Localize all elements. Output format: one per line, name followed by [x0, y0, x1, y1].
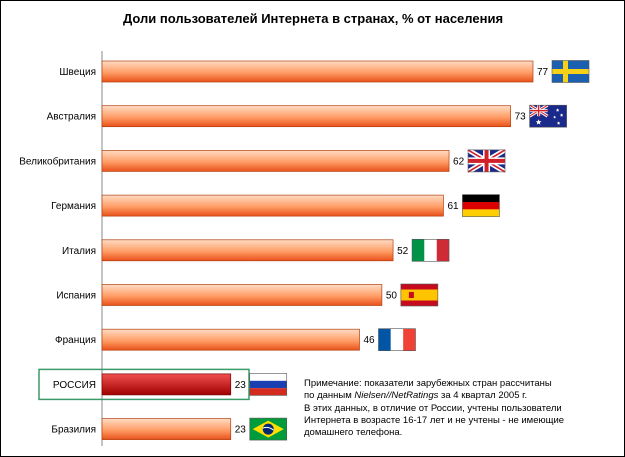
category-label: Великобритания — [19, 155, 96, 167]
bar — [101, 150, 450, 172]
value-label: 23 — [235, 425, 247, 436]
category-label: Испания — [56, 291, 96, 302]
category-label: Франция — [55, 335, 96, 346]
category-label: Бразилия — [51, 425, 96, 436]
category-label: Австралия — [47, 112, 96, 123]
chart-note: Примечание: показатели зарубежных стран … — [304, 378, 604, 439]
value-label: 73 — [515, 112, 527, 123]
value-label: 62 — [453, 156, 465, 167]
australia-flag — [528, 103, 567, 128]
chart-title: Доли пользователей Интернета в странах, … — [123, 11, 503, 26]
brazil-flag — [249, 417, 288, 441]
value-label: 23 — [235, 380, 247, 391]
italy-flag — [411, 239, 450, 262]
highlight-box — [38, 368, 250, 401]
note-source: Nielsen//NetRatings — [354, 390, 439, 402]
note-line-2: по данным Nielsen//NetRatings за 4 кварт… — [304, 390, 604, 402]
bar — [101, 194, 444, 217]
bar — [101, 418, 232, 440]
category-label: Швеция — [59, 67, 96, 78]
france-flag — [378, 328, 416, 352]
note-line-5: домашнего телефона. — [304, 427, 403, 439]
value-label: 77 — [537, 67, 549, 78]
value-label: 46 — [363, 335, 375, 346]
note-line-1: Примечание: показатели зарубежных стран … — [304, 378, 552, 389]
bar — [101, 60, 534, 83]
category-label: РОССИЯ — [53, 380, 96, 391]
value-label: 61 — [447, 201, 459, 212]
uk-flag — [466, 147, 507, 175]
note-line-2-prefix: по данным — [304, 390, 355, 402]
germany-flag — [462, 194, 500, 217]
bar — [101, 284, 383, 306]
category-label: Германия — [51, 201, 96, 212]
note-line-4: Интернета в возрасте 16-17 лет и не учте… — [304, 414, 565, 426]
spain-flag — [400, 283, 439, 307]
russia-flag — [249, 373, 288, 396]
value-label: 52 — [397, 246, 409, 257]
category-label: Италия — [62, 246, 96, 257]
value-label: 50 — [386, 291, 398, 302]
bar — [101, 105, 511, 128]
sweden-flag — [551, 60, 590, 83]
note-line-3: В этих данных, в отличие от России, учте… — [304, 402, 562, 414]
bar — [101, 328, 360, 351]
note-line-2-suffix: за 4 квартал 2005 г. — [438, 390, 528, 402]
bar — [101, 373, 232, 396]
bar — [101, 239, 394, 262]
